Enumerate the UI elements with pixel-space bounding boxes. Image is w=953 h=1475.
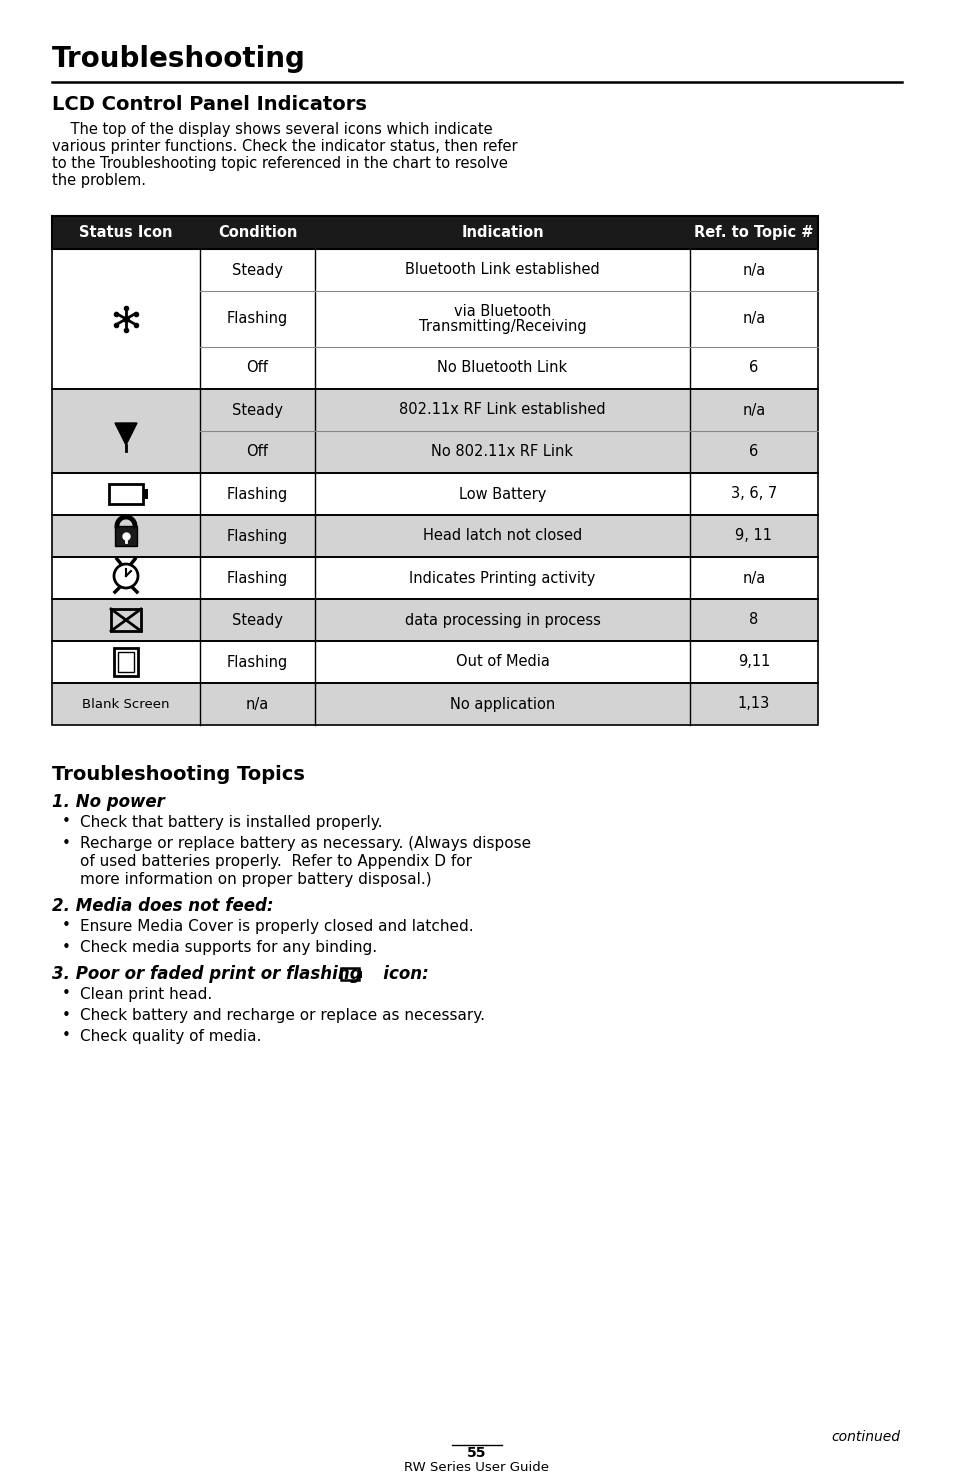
Text: n/a: n/a [741, 311, 765, 326]
Text: Check media supports for any binding.: Check media supports for any binding. [80, 940, 376, 954]
Text: to the Troubleshooting topic referenced in the chart to resolve: to the Troubleshooting topic referenced … [52, 156, 507, 171]
Text: Off: Off [246, 360, 268, 376]
Bar [52, 515, 817, 558]
Bar [52, 558, 817, 599]
Text: Recharge or replace battery as necessary. (Always dispose: Recharge or replace battery as necessary… [80, 836, 531, 851]
Text: Condition: Condition [217, 226, 297, 240]
Bar [52, 642, 817, 683]
Text: 802.11x RF Link established: 802.11x RF Link established [398, 403, 605, 417]
Bar [52, 683, 817, 726]
Text: •: • [62, 987, 71, 1002]
Text: Troubleshooting Topics: Troubleshooting Topics [52, 766, 305, 785]
Text: Status Icon: Status Icon [79, 226, 172, 240]
Bar [52, 249, 817, 389]
Bar [358, 971, 361, 978]
Bar [111, 609, 141, 631]
Text: Transmitting/Receiving: Transmitting/Receiving [418, 320, 586, 335]
Text: Flashing: Flashing [227, 571, 288, 586]
Text: LCD Control Panel Indicators: LCD Control Panel Indicators [52, 94, 367, 114]
Bar [52, 558, 817, 599]
Text: 9,11: 9,11 [737, 655, 769, 670]
Text: Steady: Steady [232, 612, 283, 627]
Bar [340, 968, 358, 979]
Text: the problem.: the problem. [52, 173, 146, 187]
Text: of used batteries properly.  Refer to Appendix D for: of used batteries properly. Refer to App… [80, 854, 472, 869]
Text: •: • [62, 814, 71, 829]
Text: Blank Screen: Blank Screen [82, 698, 170, 711]
Bar [52, 683, 817, 726]
Text: The top of the display shows several icons which indicate: The top of the display shows several ico… [52, 122, 492, 137]
Text: 9, 11: 9, 11 [735, 528, 772, 543]
Bar [52, 249, 817, 389]
Text: •: • [62, 1028, 71, 1043]
Text: 1,13: 1,13 [737, 696, 769, 711]
Text: n/a: n/a [741, 403, 765, 417]
Text: n/a: n/a [741, 571, 765, 586]
Bar [115, 527, 137, 546]
Bar [52, 389, 817, 473]
Text: 6: 6 [749, 360, 758, 376]
Text: RW Series User Guide: RW Series User Guide [404, 1462, 549, 1474]
Bar [52, 473, 817, 515]
Text: via Bluetooth: via Bluetooth [454, 304, 551, 319]
Text: Flashing: Flashing [227, 655, 288, 670]
Text: 8: 8 [749, 612, 758, 627]
Text: Check battery and recharge or replace as necessary.: Check battery and recharge or replace as… [80, 1007, 484, 1024]
Bar [118, 652, 133, 673]
Bar [52, 642, 817, 683]
Text: No application: No application [450, 696, 555, 711]
Text: Check quality of media.: Check quality of media. [80, 1030, 261, 1044]
Text: Indicates Printing activity: Indicates Printing activity [409, 571, 595, 586]
Text: No 802.11x RF Link: No 802.11x RF Link [431, 444, 573, 460]
Bar [143, 490, 148, 499]
Bar [52, 215, 817, 249]
Text: 3, 6, 7: 3, 6, 7 [730, 487, 777, 502]
Text: 55: 55 [467, 1446, 486, 1460]
Text: Flashing: Flashing [227, 528, 288, 543]
Text: continued: continued [830, 1429, 899, 1444]
Text: Clean print head.: Clean print head. [80, 987, 212, 1002]
Text: icon:: icon: [366, 965, 428, 982]
Text: •: • [62, 835, 71, 851]
Text: Low Battery: Low Battery [458, 487, 546, 502]
Text: 3. Poor or faded print or flashing: 3. Poor or faded print or flashing [52, 965, 361, 982]
Text: Steady: Steady [232, 263, 283, 277]
Text: Ensure Media Cover is properly closed and latched.: Ensure Media Cover is properly closed an… [80, 919, 473, 934]
Text: n/a: n/a [741, 263, 765, 277]
Polygon shape [115, 423, 137, 445]
Text: Flashing: Flashing [227, 487, 288, 502]
Text: Bluetooth Link established: Bluetooth Link established [405, 263, 599, 277]
Bar [52, 389, 817, 473]
Bar [109, 484, 143, 504]
Text: Steady: Steady [232, 403, 283, 417]
Bar [52, 515, 817, 558]
Bar [52, 599, 817, 642]
Bar [52, 473, 817, 515]
Bar [52, 215, 817, 249]
Text: data processing in process: data processing in process [404, 612, 599, 627]
Text: various printer functions. Check the indicator status, then refer: various printer functions. Check the ind… [52, 139, 517, 153]
Text: 2. Media does not feed:: 2. Media does not feed: [52, 897, 274, 914]
Text: more information on proper battery disposal.): more information on proper battery dispo… [80, 872, 431, 886]
Bar [52, 599, 817, 642]
Text: •: • [62, 919, 71, 934]
Text: Troubleshooting: Troubleshooting [52, 46, 306, 72]
Text: •: • [62, 940, 71, 954]
Text: Ref. to Topic #: Ref. to Topic # [694, 226, 813, 240]
Text: Check that battery is installed properly.: Check that battery is installed properly… [80, 816, 382, 830]
Text: No Bluetooth Link: No Bluetooth Link [437, 360, 567, 376]
Text: •: • [62, 1007, 71, 1022]
Text: Head latch not closed: Head latch not closed [422, 528, 581, 543]
Text: Off: Off [246, 444, 268, 460]
Bar [113, 648, 138, 676]
Text: n/a: n/a [246, 696, 269, 711]
Text: Indication: Indication [460, 226, 543, 240]
Text: 6: 6 [749, 444, 758, 460]
Text: 1. No power: 1. No power [52, 794, 165, 811]
Text: Flashing: Flashing [227, 311, 288, 326]
Text: Out of Media: Out of Media [456, 655, 549, 670]
